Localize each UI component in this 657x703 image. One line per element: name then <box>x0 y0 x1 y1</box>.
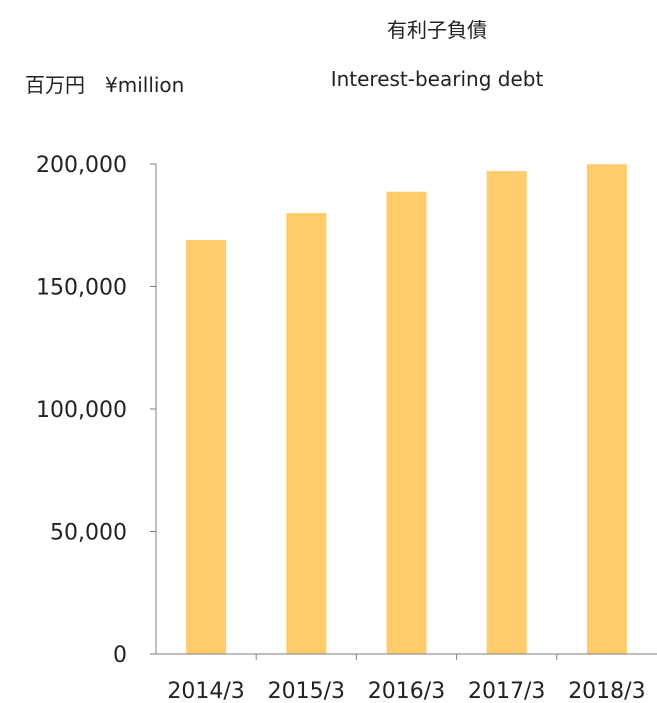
y-tick-label: 150,000 <box>36 276 127 301</box>
bars-group <box>186 164 627 655</box>
y-tick-label: 50,000 <box>50 521 127 546</box>
bar-2017-3 <box>486 171 527 655</box>
y-tick-labels: 0 50,000 100,000 150,000 200,000 <box>36 153 127 668</box>
x-tick-label: 2015/3 <box>268 679 345 703</box>
x-tick-label: 2018/3 <box>568 679 645 703</box>
bar-2015-3 <box>286 213 327 654</box>
bar-2016-3 <box>386 191 427 654</box>
y-tick-label: 200,000 <box>36 153 127 178</box>
x-tick-label: 2016/3 <box>368 679 445 703</box>
y-tick-label: 0 <box>113 643 127 668</box>
x-tick-label: 2017/3 <box>468 679 545 703</box>
axes-group <box>150 163 657 660</box>
chart-title: 有利子負債 <box>387 18 487 42</box>
bar-2018-3 <box>586 164 627 654</box>
y-axis-unit-label: 百万円 ¥million <box>25 73 184 97</box>
bar-2014-3 <box>186 239 227 654</box>
x-tick-labels: 2014/3 2015/3 2016/3 2017/3 2018/3 <box>167 679 645 703</box>
x-tick-label: 2014/3 <box>167 679 244 703</box>
chart-subtitle: Interest-bearing debt <box>331 67 544 91</box>
y-tick-label: 100,000 <box>36 398 127 423</box>
